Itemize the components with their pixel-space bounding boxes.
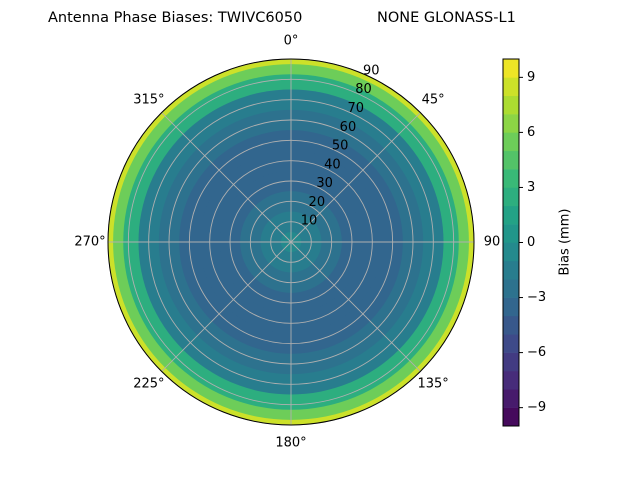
radial-tick-label: 90: [363, 63, 380, 78]
colorbar-band: [503, 315, 519, 335]
colorbar-band: [503, 297, 519, 317]
colorbar-tick-label: −6: [527, 345, 546, 360]
grid-spoke: [161, 241, 292, 372]
radial-tick-label: 50: [332, 139, 349, 154]
polar-frame: [107, 58, 475, 426]
angle-label: 315°: [133, 92, 164, 107]
angle-label: 135°: [417, 377, 448, 392]
radial-tick-label: 20: [309, 195, 326, 210]
grid-spoke: [290, 112, 421, 243]
colorbar-band: [503, 407, 519, 427]
chart-subtitle: NONE GLONASS-L1: [377, 10, 516, 26]
colorbar-band: [503, 352, 519, 372]
colorbar-tick-label: −3: [527, 290, 546, 305]
colorbar-label: Bias (mm): [558, 209, 573, 276]
colorbar-band: [503, 95, 519, 115]
grid-spoke: [290, 241, 421, 372]
colorbar-tick-label: 3: [527, 180, 535, 195]
angle-label: 270°: [74, 235, 105, 250]
radial-tick-label: 60: [340, 120, 357, 135]
angle-label: 0°: [284, 34, 299, 49]
colorbar-band: [503, 187, 519, 207]
colorbar-band: [503, 389, 519, 408]
colorbar-band: [503, 334, 519, 353]
colorbar-tick-label: −9: [527, 400, 546, 415]
radial-tick-label: 70: [347, 101, 364, 116]
radial-tick-label: 10: [301, 214, 318, 229]
angle-label: 90: [484, 235, 501, 250]
colorbar-band: [503, 224, 519, 243]
radial-tick-label: 30: [316, 176, 333, 191]
colorbar-tick-label: 9: [527, 70, 535, 85]
colorbar-band: [503, 205, 519, 225]
colorbar-band: [503, 169, 519, 188]
colorbar-band: [503, 59, 519, 78]
colorbar-band: [503, 279, 519, 298]
colorbar-band: [503, 242, 519, 262]
colorbar-tick-label: 0: [527, 235, 535, 250]
angle-label: 225°: [133, 377, 164, 392]
radial-tick-label: 40: [324, 157, 341, 172]
colorbar-band: [503, 370, 519, 390]
colorbar-band: [503, 260, 519, 280]
grid-spoke: [161, 112, 292, 243]
colorbar-band: [503, 77, 519, 96]
radial-tick-label: 80: [355, 82, 372, 97]
chart-title: Antenna Phase Biases: TWIVC6050: [48, 10, 302, 26]
angle-label: 45°: [422, 92, 445, 107]
colorbar-band: [503, 114, 519, 133]
colorbar-band: [503, 132, 519, 152]
colorbar-tick-label: 6: [527, 125, 535, 140]
colorbar-band: [503, 150, 519, 170]
angle-label: 180°: [275, 436, 306, 451]
